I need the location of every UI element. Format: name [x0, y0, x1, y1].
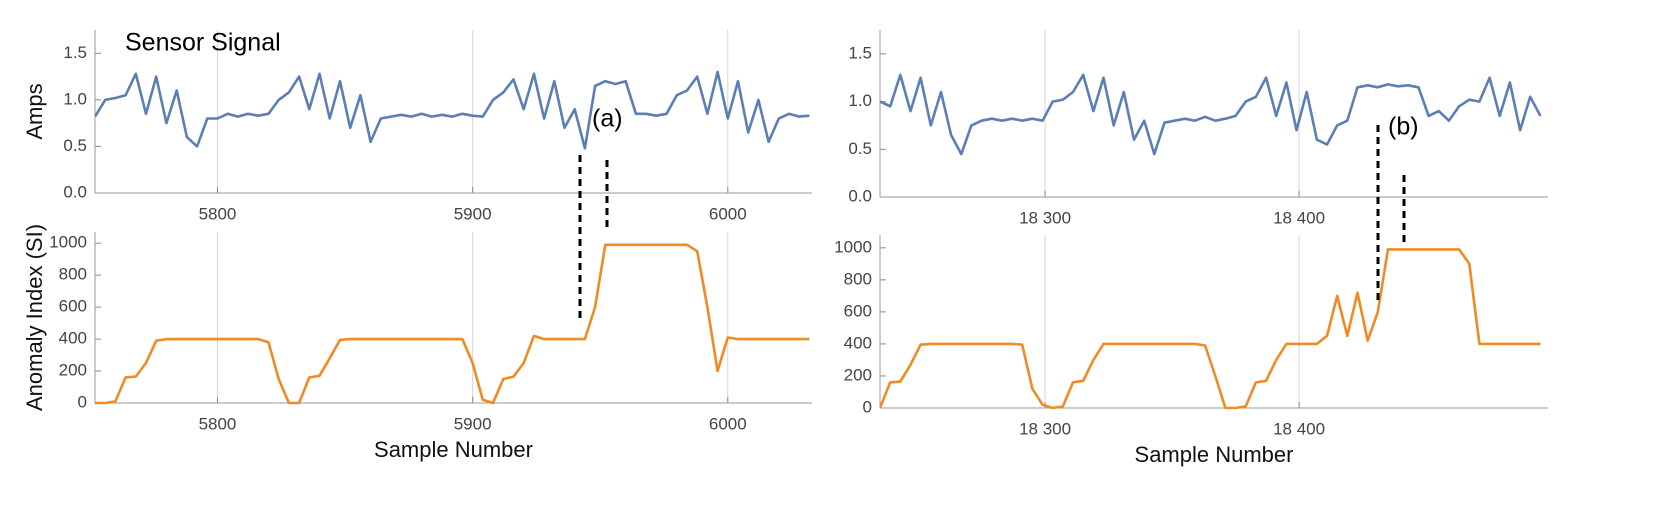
figure-title: Sensor Signal — [125, 29, 281, 57]
y-tick-label: 400 — [59, 329, 87, 348]
y-tick-label: 400 — [844, 333, 872, 352]
x-tick-label: 18 400 — [1273, 419, 1325, 438]
x-axis-label: Sample Number — [374, 437, 533, 462]
x-tick-label: 18 400 — [1273, 208, 1325, 227]
data-line — [880, 248, 1541, 410]
y-tick-label: 800 — [59, 265, 87, 284]
y-tick-label: 0.0 — [848, 186, 872, 205]
y-tick-label: 1000 — [834, 237, 872, 256]
x-tick-label: 18 300 — [1019, 208, 1071, 227]
y-tick-label: 1000 — [49, 233, 87, 252]
y-tick-label: 0 — [863, 397, 872, 416]
annotation: (a) — [592, 105, 623, 133]
x-tick-label: 5900 — [454, 414, 492, 433]
y-tick-label: 200 — [59, 361, 87, 380]
y-axis-label: Anomaly Index (SI) — [22, 224, 47, 411]
x-tick-label: 6000 — [709, 204, 747, 223]
y-tick-label: 800 — [844, 269, 872, 288]
y-tick-label: 1.5 — [848, 43, 872, 62]
y-axis-label: Amps — [22, 83, 47, 139]
data-line — [95, 70, 810, 150]
x-tick-label: 18 300 — [1019, 419, 1071, 438]
data-line — [95, 243, 810, 405]
y-tick-label: 0.0 — [63, 182, 87, 201]
y-tick-label: 600 — [844, 301, 872, 320]
y-tick-label: 0.5 — [63, 136, 87, 155]
y-tick-label: 1.0 — [848, 91, 872, 110]
y-tick-label: 0 — [78, 392, 87, 411]
x-tick-label: 5900 — [454, 204, 492, 223]
x-tick-label: 5800 — [199, 414, 237, 433]
annotation: (b) — [1388, 113, 1419, 141]
y-tick-label: 1.5 — [63, 43, 87, 62]
x-tick-label: 6000 — [709, 414, 747, 433]
y-tick-label: 600 — [59, 297, 87, 316]
data-line — [880, 73, 1542, 156]
y-tick-label: 200 — [844, 365, 872, 384]
x-axis-label: Sample Number — [1135, 442, 1294, 467]
x-tick-label: 5800 — [199, 204, 237, 223]
y-tick-label: 1.0 — [63, 89, 87, 108]
y-tick-label: 0.5 — [848, 139, 872, 158]
